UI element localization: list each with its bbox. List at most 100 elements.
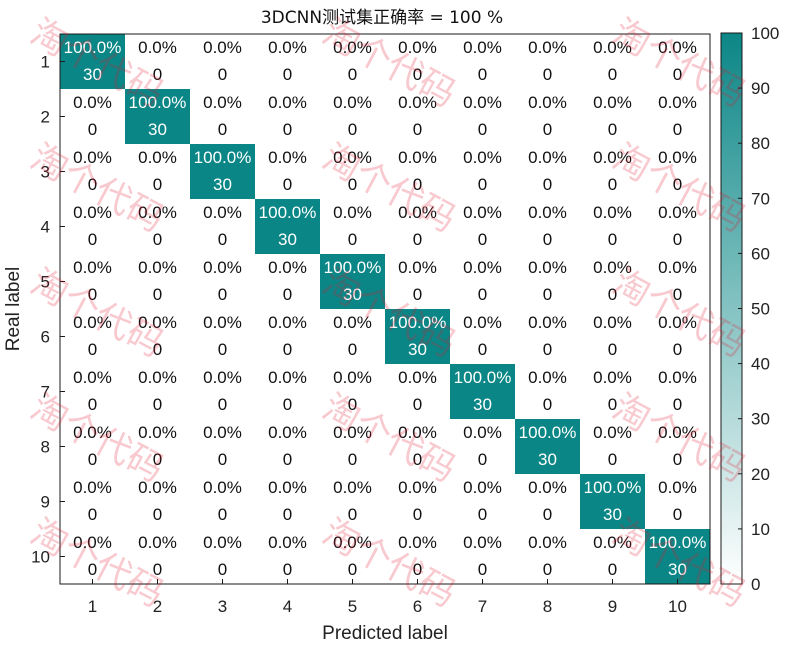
cell-percent-label: 100.0% (259, 203, 317, 222)
cell-count-label: 0 (608, 285, 617, 304)
heatmap-cell (645, 34, 710, 89)
cell-percent-label: 0.0% (73, 478, 112, 497)
cell-count-label: 0 (283, 395, 292, 414)
heatmap-cell (255, 364, 320, 419)
chart-title: 3DCNN测试集正确率 = 100 % (261, 8, 503, 28)
cell-percent-label: 0.0% (138, 313, 177, 332)
cell-count-label: 30 (408, 340, 427, 359)
heatmap-cell (645, 309, 710, 364)
y-tick-label: 2 (41, 108, 50, 127)
cell-percent-label: 0.0% (203, 423, 242, 442)
cell-count-label: 0 (348, 395, 357, 414)
cell-count-label: 0 (543, 560, 552, 579)
cell-count-label: 0 (283, 65, 292, 84)
heatmap-cell (645, 199, 710, 254)
cell-count-label: 0 (673, 340, 682, 359)
cell-count-label: 0 (478, 285, 487, 304)
cell-count-label: 0 (413, 230, 422, 249)
cell-percent-label: 0.0% (333, 533, 372, 552)
cell-count-label: 0 (608, 230, 617, 249)
heatmap-cell (60, 529, 125, 584)
colorbar-tick-label: 40 (751, 355, 770, 374)
cell-percent-label: 0.0% (73, 368, 112, 387)
cell-percent-label: 0.0% (658, 313, 697, 332)
heatmap-cell (580, 144, 645, 199)
heatmap-cell (450, 529, 515, 584)
cell-percent-label: 0.0% (463, 93, 502, 112)
cell-count-label: 0 (88, 340, 97, 359)
cell-percent-label: 0.0% (203, 38, 242, 57)
cell-count-label: 0 (608, 340, 617, 359)
y-tick-label: 3 (41, 163, 50, 182)
colorbar-tick-label: 0 (751, 575, 760, 594)
cell-percent-label: 0.0% (593, 533, 632, 552)
heatmap-cell (190, 34, 255, 89)
x-axis-ticks: 1 2 3 4 5 6 7 8 9 10 (88, 579, 687, 616)
cell-percent-label: 0.0% (593, 258, 632, 277)
y-tick-label: 7 (41, 383, 50, 402)
heatmap-cell (515, 89, 580, 144)
cell-count-label: 0 (348, 175, 357, 194)
heatmap-cell (320, 529, 385, 584)
cell-percent-label: 0.0% (138, 203, 177, 222)
cell-count-label: 0 (543, 395, 552, 414)
cell-count-label: 30 (603, 505, 622, 524)
cell-percent-label: 100.0% (584, 478, 642, 497)
cell-percent-label: 0.0% (398, 203, 437, 222)
cell-count-label: 0 (153, 560, 162, 579)
plot-frame (59, 33, 711, 585)
cell-count-label: 0 (153, 450, 162, 469)
heatmap-cell (320, 474, 385, 529)
heatmap-cell (125, 34, 190, 89)
heatmap-cell (125, 254, 190, 309)
cell-percent-label: 0.0% (658, 368, 697, 387)
cell-percent-label: 0.0% (463, 423, 502, 442)
cell-count-label: 0 (218, 285, 227, 304)
heatmap-cell (255, 474, 320, 529)
cell-percent-label: 0.0% (463, 203, 502, 222)
cell-count-label: 0 (348, 230, 357, 249)
heatmap-cell (385, 419, 450, 474)
cell-percent-label: 0.0% (593, 203, 632, 222)
heatmap-cell (385, 34, 450, 89)
heatmap-cell (450, 144, 515, 199)
heatmap-cell (515, 254, 580, 309)
y-tick-label: 5 (41, 273, 50, 292)
heatmap-cell (60, 254, 125, 309)
y-axis-ticks: 1 2 3 4 5 6 7 8 9 10 (31, 53, 65, 567)
cell-count-label: 0 (88, 175, 97, 194)
heatmap-cells: 100.0% 30 0.0% 0 0.0% 0 0.0% 0 0.0% 0 0.0% 0 0.0% 0 0.… (60, 34, 710, 584)
heatmap-cell (515, 309, 580, 364)
heatmap-cell (580, 474, 645, 529)
colorbar-tick-label: 50 (751, 300, 770, 319)
heatmap-cell (60, 364, 125, 419)
heatmap-cell (580, 254, 645, 309)
cell-count-label: 0 (413, 450, 422, 469)
heatmap-cell (190, 364, 255, 419)
cell-count-label: 0 (543, 175, 552, 194)
y-axis-label: Real label (3, 267, 24, 352)
cell-count-label: 0 (88, 230, 97, 249)
cell-percent-label: 0.0% (398, 478, 437, 497)
cell-count-label: 0 (88, 285, 97, 304)
colorbar-ticks: 0 10 20 30 40 50 60 70 80 90 100 (738, 24, 779, 594)
heatmap-cell (60, 474, 125, 529)
cell-percent-label: 100.0% (454, 368, 512, 387)
cell-count-label: 0 (153, 230, 162, 249)
heatmap-cell (450, 474, 515, 529)
cell-percent-label: 0.0% (528, 478, 567, 497)
x-tick-label: 6 (413, 597, 422, 616)
heatmap-cell (385, 529, 450, 584)
heatmap-cell (450, 34, 515, 89)
x-tick-label: 1 (88, 597, 97, 616)
cell-count-label: 0 (153, 395, 162, 414)
heatmap-cell (125, 474, 190, 529)
cell-count-label: 0 (608, 175, 617, 194)
cell-percent-label: 0.0% (658, 478, 697, 497)
cell-count-label: 0 (478, 450, 487, 469)
cell-percent-label: 0.0% (268, 93, 307, 112)
colorbar-tick-label: 10 (751, 520, 770, 539)
cell-percent-label: 0.0% (398, 423, 437, 442)
heatmap-cell (320, 144, 385, 199)
